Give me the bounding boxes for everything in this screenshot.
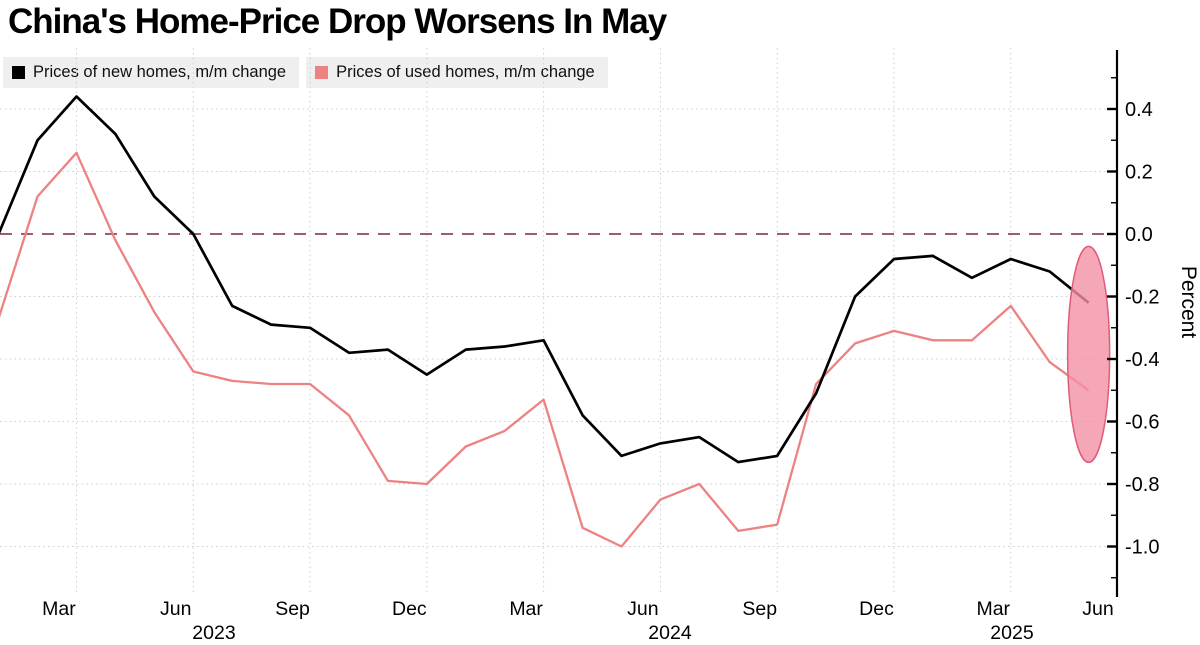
y-tick-label: 0.4 (1125, 99, 1153, 121)
y-axis-title: Percent (1177, 266, 1200, 339)
y-tick-label: -0.2 (1125, 287, 1159, 309)
x-tick-label: Dec (859, 598, 894, 620)
x-tick-label: Sep (742, 598, 777, 620)
x-tick-label: Sep (275, 598, 310, 620)
y-tick-label: 0.2 (1125, 162, 1153, 184)
y-tick-label: -0.8 (1125, 474, 1159, 496)
legend-label-used-homes: Prices of used homes, m/m change (336, 63, 595, 81)
new-homes-line (0, 95, 1090, 464)
chart-title: China's Home-Price Drop Worsens In May (8, 2, 667, 41)
gridlines (0, 48, 1117, 592)
x-tick-label: Mar (509, 598, 543, 620)
used-homes-line (0, 151, 1090, 548)
x-tick-label: Mar (42, 598, 76, 620)
x-tick-label: Mar (976, 598, 1010, 620)
legend: Prices of new homes, m/m change Prices of… (3, 57, 608, 88)
x-tick-label: Jun (627, 598, 658, 620)
x-year-label: 2025 (990, 622, 1034, 644)
x-year-label: 2023 (192, 622, 235, 644)
legend-swatch-new-homes (12, 66, 25, 79)
y-axis: 0.4 0.2 0.0 -0.2 -0.4 -0.6 -0.8 -1.0 Percent (1107, 50, 1200, 597)
y-tick-label: -0.4 (1125, 349, 1159, 371)
legend-item-new-homes: Prices of new homes, m/m change (3, 57, 300, 88)
legend-swatch-used-homes (315, 66, 329, 79)
legend-item-used-homes: Prices of used homes, m/m change (306, 57, 608, 88)
x-year-label: 2024 (648, 622, 692, 644)
y-tick-label: 0.0 (1125, 224, 1153, 246)
x-tick-label: Jun (160, 598, 191, 620)
y-tick-label: -0.6 (1125, 412, 1159, 434)
x-tick-label: Jun (1082, 598, 1113, 620)
x-tick-label: Dec (392, 598, 427, 620)
y-tick-label: -1.0 (1125, 537, 1159, 559)
legend-label-new-homes: Prices of new homes, m/m change (33, 63, 287, 81)
highlight-ellipse-may-2025 (1066, 245, 1111, 464)
